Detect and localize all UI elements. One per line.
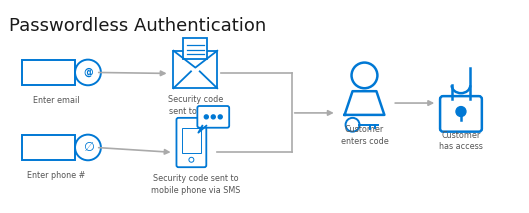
Circle shape [345,118,360,132]
Circle shape [352,63,377,88]
Text: Passwordless Authentication: Passwordless Authentication [10,17,267,35]
Bar [184,38,207,59]
Text: Customer
has access: Customer has access [439,131,483,151]
Text: Enter email: Enter email [33,96,79,105]
Circle shape [204,115,208,119]
Bar [182,128,200,153]
Circle shape [218,115,222,119]
Text: ∅: ∅ [83,141,94,154]
Circle shape [456,106,466,117]
Text: Security code sent to
mobile phone via SMS: Security code sent to mobile phone via S… [151,174,240,195]
Circle shape [75,60,101,85]
Text: Security code
sent to email: Security code sent to email [168,95,223,116]
FancyBboxPatch shape [197,106,229,128]
Text: Customer
enters code: Customer enters code [341,125,388,145]
Circle shape [75,135,101,160]
Circle shape [189,157,194,162]
Text: Enter phone #: Enter phone # [27,171,85,180]
Bar [22,135,75,160]
Bar [22,60,75,85]
FancyBboxPatch shape [440,96,482,132]
Circle shape [211,115,215,119]
Bar [174,51,217,88]
Text: @: @ [83,68,93,78]
FancyBboxPatch shape [177,118,206,167]
Polygon shape [344,91,385,115]
